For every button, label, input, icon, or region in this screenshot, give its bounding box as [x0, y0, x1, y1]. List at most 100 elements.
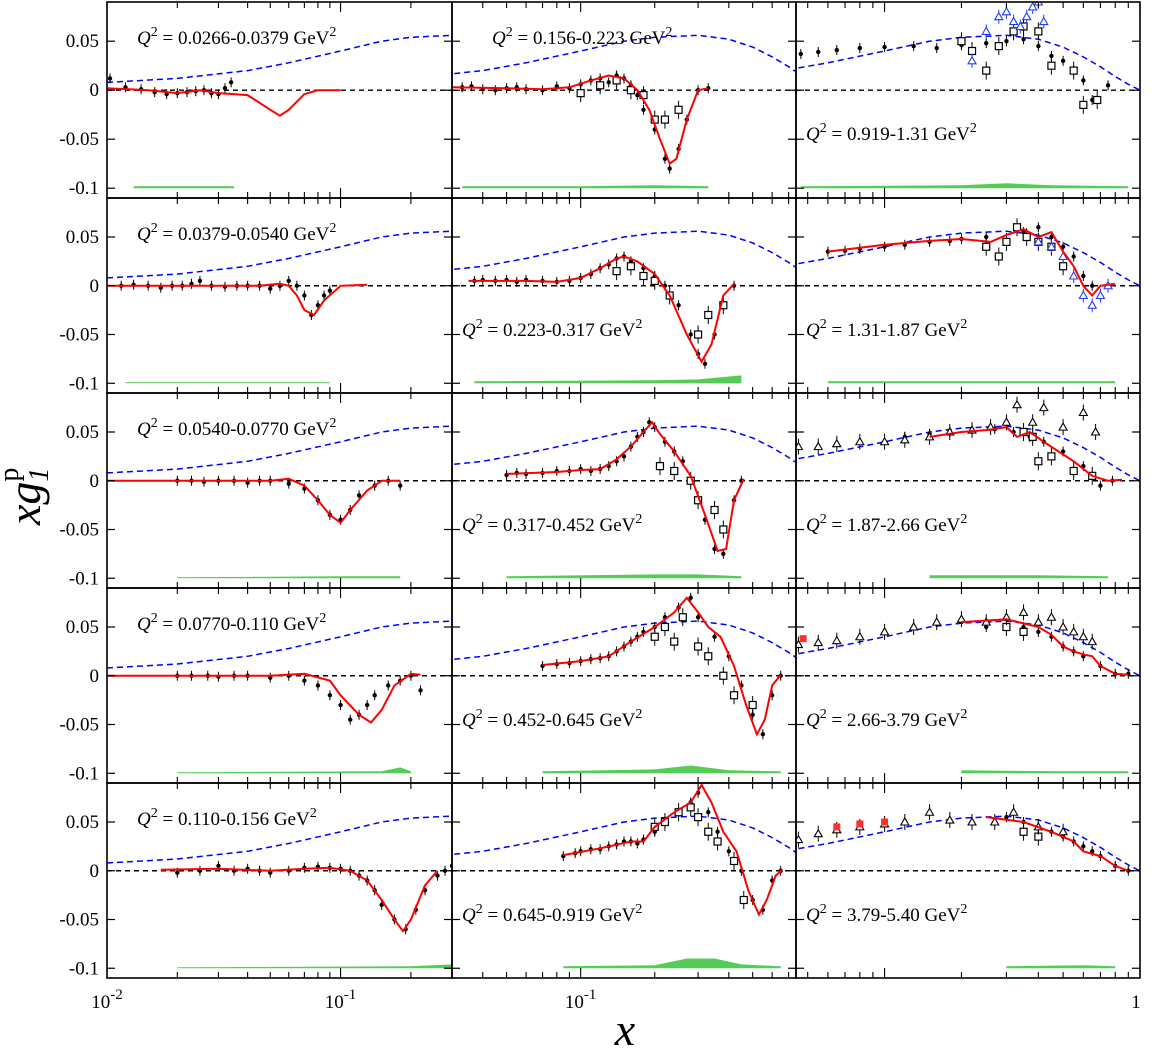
data-point-triangle — [1090, 426, 1101, 436]
panel-q2-label: Q2 = 0.0540-0.0770 GeV2 — [137, 416, 336, 440]
panel-frame — [795, 1, 1141, 199]
q2-unit-exponent: 2 — [635, 902, 642, 917]
panel-q2-label: Q2 = 0.0266-0.0379 GeV2 — [137, 25, 336, 49]
data-point-triangle — [831, 635, 842, 645]
data-point — [676, 303, 681, 308]
data-point — [327, 288, 333, 293]
x-tick-base: 1 — [1131, 992, 1141, 1013]
data-point-triangle — [1033, 617, 1044, 626]
q2-symbol: Q — [806, 710, 820, 731]
data-point — [1090, 849, 1095, 854]
q2-exponent: 2 — [820, 121, 827, 136]
dashed-curve — [452, 620, 796, 661]
data-point-open — [639, 271, 648, 281]
panel-q2-label: Q2 = 0.156-0.223 GeV2 — [492, 25, 672, 49]
fit-curve — [986, 816, 1129, 872]
data-point-open — [650, 632, 659, 641]
data-point-triangle — [1058, 422, 1069, 431]
x-tick-label: 10-1 — [325, 987, 357, 1013]
panel-r2-c1: Q2 = 0.317-0.452 GeV2 — [451, 392, 797, 589]
data-point — [882, 44, 887, 50]
y-axis-title-sub: 1 — [24, 468, 55, 482]
systematic-band — [177, 767, 411, 774]
data-point-triangle — [854, 631, 865, 641]
data-point-blue — [1068, 270, 1079, 280]
data-point — [327, 693, 333, 698]
y-tick-label: 0 — [90, 80, 100, 101]
q2-range: = 1.87-2.66 GeV — [827, 515, 961, 536]
data-point-open — [674, 105, 683, 114]
data-point-blue — [1038, 16, 1049, 26]
data-point-open — [1019, 827, 1028, 836]
data-point-triangle — [1078, 407, 1089, 417]
data-point — [726, 849, 732, 854]
data-point — [688, 332, 693, 337]
data-point — [984, 40, 989, 46]
dashed-curve — [452, 34, 796, 75]
data-point-blue — [993, 11, 1004, 21]
data-point-triangle — [1018, 607, 1029, 616]
data-point-blue — [1046, 241, 1057, 251]
data-point — [715, 829, 720, 834]
panel-plot-area — [452, 783, 796, 969]
panel-q2-label: Q2 = 1.87-2.66 GeV2 — [806, 512, 967, 536]
data-point-triangle — [989, 816, 1000, 826]
q2-range: = 0.919-1.31 GeV — [827, 124, 970, 145]
fit-curve — [563, 783, 783, 917]
x-tick-exponent: -1 — [584, 987, 597, 1003]
data-point — [760, 732, 766, 737]
data-point — [702, 361, 708, 366]
panel-r3-c1: Q2 = 0.452-0.645 GeV2 — [451, 587, 797, 784]
data-point — [348, 717, 353, 722]
data-point — [667, 166, 672, 171]
data-point-triangle — [1058, 826, 1069, 836]
panel-r0-c1: Q2 = 0.156-0.223 GeV2 — [451, 1, 797, 199]
data-point — [641, 107, 646, 113]
data-point-triangle — [1078, 631, 1089, 641]
data-point — [286, 481, 291, 486]
fit-curve — [929, 426, 1123, 482]
q2-range: = 0.452-0.645 GeV — [483, 710, 636, 731]
panel-plot-area — [107, 815, 452, 969]
data-point-open — [748, 700, 757, 710]
data-point-triangle — [899, 434, 910, 444]
data-point-triangle — [967, 816, 977, 826]
y-tick-label: 0.05 — [66, 422, 99, 443]
data-point — [386, 683, 391, 688]
q2-symbol: Q — [806, 515, 820, 536]
q2-symbol: Q — [137, 28, 151, 49]
panel-r4-c1: Q2 = 0.645-0.919 GeV2 — [451, 782, 797, 979]
q2-exponent: 2 — [506, 25, 513, 40]
data-point-blue — [967, 55, 977, 65]
data-point-open — [982, 242, 991, 251]
data-point-open — [693, 642, 703, 651]
q2-unit-exponent: 2 — [319, 611, 326, 626]
data-point-triangle — [1068, 626, 1079, 636]
data-point — [216, 863, 221, 869]
q2-unit-exponent: 2 — [329, 416, 336, 431]
y-tick-label: -0.1 — [69, 958, 99, 979]
x-tick-base: 10 — [91, 992, 110, 1013]
fit-curve — [107, 282, 368, 317]
data-point-triangle — [1008, 807, 1019, 816]
y-tick-label: -0.1 — [69, 373, 99, 394]
data-point — [107, 76, 113, 81]
panel-frame — [795, 782, 1141, 979]
panel-q2-label: Q2 = 2.66-3.79 GeV2 — [806, 707, 967, 731]
data-point-open — [994, 41, 1003, 51]
data-point-open — [660, 115, 670, 124]
panel-q2-label: Q2 = 0.317-0.452 GeV2 — [462, 512, 642, 536]
panel-plot-area — [452, 230, 796, 384]
data-point-triangle — [924, 807, 935, 816]
data-point-open — [693, 813, 703, 822]
y-tick-label: 0 — [90, 276, 100, 297]
data-point — [397, 483, 403, 488]
data-point — [934, 45, 939, 51]
systematic-band — [542, 765, 781, 774]
data-point-open — [1034, 27, 1043, 36]
systematic-band — [1006, 965, 1116, 969]
panel-plot-area — [452, 592, 796, 774]
fit-curve — [107, 672, 421, 724]
y-axis-title-main: xg — [0, 482, 50, 526]
data-point — [606, 80, 611, 85]
